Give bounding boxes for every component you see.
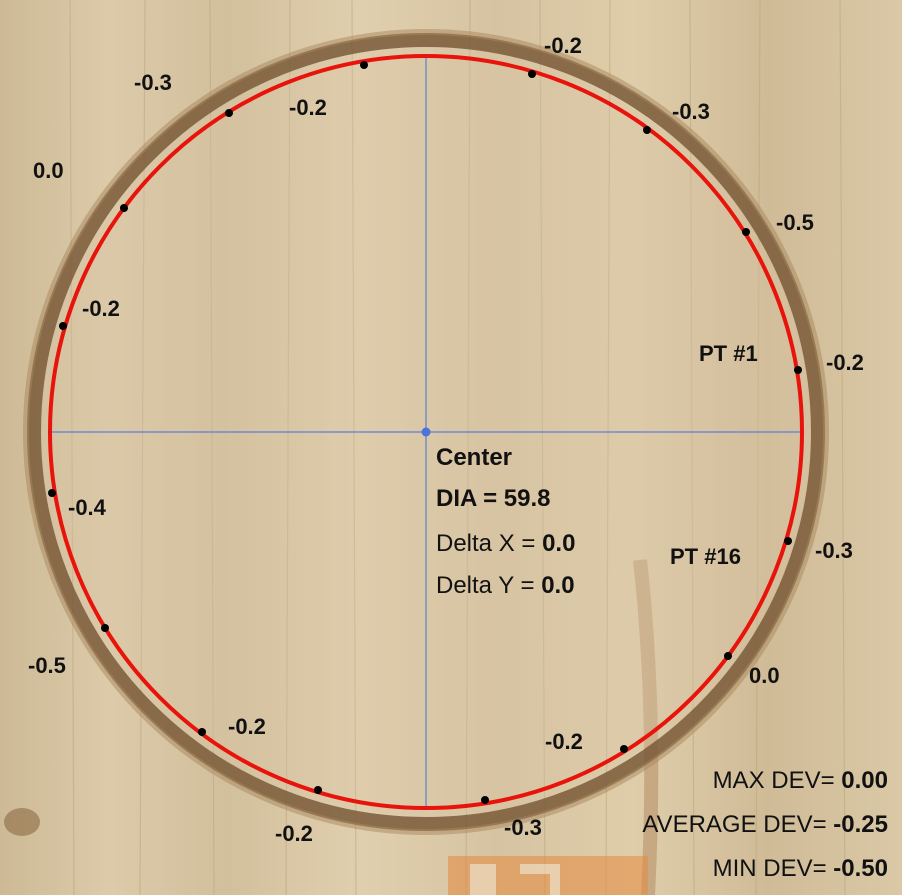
- point-5: [360, 61, 368, 69]
- delta-y-value: 0.0: [541, 572, 575, 599]
- deviation-label-8: -0.2: [82, 296, 120, 321]
- avg-dev-line: AVERAGE DEV= -0.25: [642, 813, 888, 837]
- point-2: [742, 228, 750, 236]
- avg-dev-value: -0.25: [833, 811, 888, 838]
- deviation-label-3: -0.3: [672, 99, 710, 124]
- watermark-logo: [448, 856, 648, 895]
- pt1-label: PT #1: [699, 341, 758, 366]
- point-1: [794, 366, 802, 374]
- deviation-label-13: -0.3: [504, 815, 542, 840]
- delta-x-value: 0.0: [542, 530, 576, 557]
- center-point: [421, 427, 431, 437]
- delta-y-label: Delta Y =: [436, 572, 542, 599]
- deviation-label-11: -0.2: [228, 714, 266, 739]
- deviation-label-5: -0.2: [289, 95, 327, 120]
- fit-circle: [48, 54, 804, 810]
- min-dev-line: MIN DEV= -0.50: [713, 857, 888, 881]
- min-dev-label: MIN DEV=: [712, 855, 834, 882]
- measurement-points: [48, 61, 802, 804]
- deviation-label-7: 0.0: [33, 158, 64, 183]
- max-dev-line: MAX DEV= 0.00: [713, 769, 888, 793]
- avg-dev-label: AVERAGE DEV=: [642, 811, 834, 838]
- pt16-label: PT #16: [670, 544, 741, 569]
- point-6: [225, 109, 233, 117]
- point-10: [101, 624, 109, 632]
- deviation-label-12: -0.2: [275, 821, 313, 846]
- point-4: [528, 70, 536, 78]
- point-13: [481, 796, 489, 804]
- max-dev-label: MAX DEV=: [712, 767, 842, 794]
- deviation-label-16: -0.3: [815, 538, 853, 563]
- point-15: [724, 652, 732, 660]
- deviation-label-6: -0.3: [134, 70, 172, 95]
- point-14: [620, 745, 628, 753]
- deviation-label-2: -0.5: [776, 210, 814, 235]
- deviation-label-1: -0.2: [826, 350, 864, 375]
- point-8: [59, 322, 67, 330]
- deviation-label-4: -0.2: [544, 33, 582, 58]
- deviation-label-15: 0.0: [749, 663, 780, 688]
- max-dev-value: 0.00: [841, 767, 888, 794]
- delta-y-line: Delta Y = 0.0: [436, 574, 575, 598]
- center-label: Center: [436, 444, 513, 471]
- deviation-label-10: -0.5: [28, 653, 66, 678]
- point-16: [784, 537, 792, 545]
- deviation-label-14: -0.2: [545, 729, 583, 754]
- deviation-label-9: -0.4: [68, 495, 106, 520]
- diameter-text: DIA = 59.8: [436, 485, 551, 512]
- point-7: [120, 204, 128, 212]
- delta-x-line: Delta X = 0.0: [436, 532, 575, 556]
- point-9: [48, 489, 56, 497]
- min-dev-value: -0.50: [833, 855, 888, 882]
- point-12: [314, 786, 322, 794]
- point-11: [198, 728, 206, 736]
- delta-x-label: Delta X =: [436, 530, 543, 557]
- point-3: [643, 126, 651, 134]
